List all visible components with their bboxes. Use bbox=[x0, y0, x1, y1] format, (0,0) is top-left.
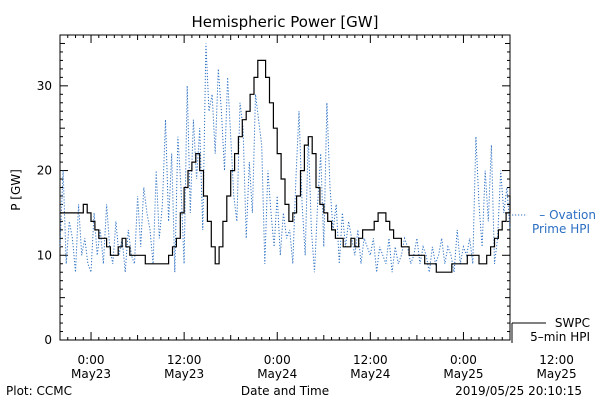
x-tick-date-label: May23 bbox=[71, 367, 111, 381]
x-axis-label: Date and Time bbox=[241, 384, 329, 398]
series-ovation-prime-line bbox=[59, 43, 511, 273]
x-tick-date-label: May25 bbox=[443, 367, 483, 381]
y-tick-label: 0 bbox=[44, 333, 52, 347]
x-tick-date-label: May25 bbox=[537, 367, 577, 381]
x-tick-time-label: 0:00 bbox=[264, 353, 291, 367]
x-tick-time-label: 0:00 bbox=[78, 353, 105, 367]
y-tick-label: 20 bbox=[37, 164, 52, 178]
legend-ovation-line2: Prime HPI bbox=[532, 222, 590, 236]
y-axis-ticks: 0 10 20 30 bbox=[37, 34, 510, 347]
legend-swpc-line2: 5–min HPI bbox=[530, 330, 590, 344]
x-tick-date-label: May24 bbox=[257, 367, 297, 381]
x-tick-time-label: 12:00 bbox=[539, 353, 574, 367]
x-tick-date-label: May24 bbox=[350, 367, 390, 381]
chart-title: Hemispheric Power [GW] bbox=[192, 13, 379, 31]
y-tick-label: 30 bbox=[37, 79, 52, 93]
series-layer bbox=[59, 43, 511, 273]
x-tick-time-label: 12:00 bbox=[167, 353, 202, 367]
x-axis-ticks: 0:00May2312:00May230:00May2412:00May240:… bbox=[59, 35, 577, 381]
x-tick-time-label: 0:00 bbox=[450, 353, 477, 367]
legend-ovation-line1: – Ovation bbox=[539, 208, 596, 222]
y-tick-label: 10 bbox=[37, 248, 52, 262]
x-tick-date-label: May23 bbox=[164, 367, 204, 381]
series-swpc-line bbox=[60, 59, 511, 273]
footer-source: Plot: CCMC bbox=[6, 384, 72, 398]
footer-timestamp: 2019/05/25 20:10:15 bbox=[455, 384, 582, 398]
y-axis-label: P [GW] bbox=[9, 169, 23, 211]
legend-swpc-line1: SWPC bbox=[555, 316, 590, 330]
x-tick-time-label: 12:00 bbox=[353, 353, 388, 367]
